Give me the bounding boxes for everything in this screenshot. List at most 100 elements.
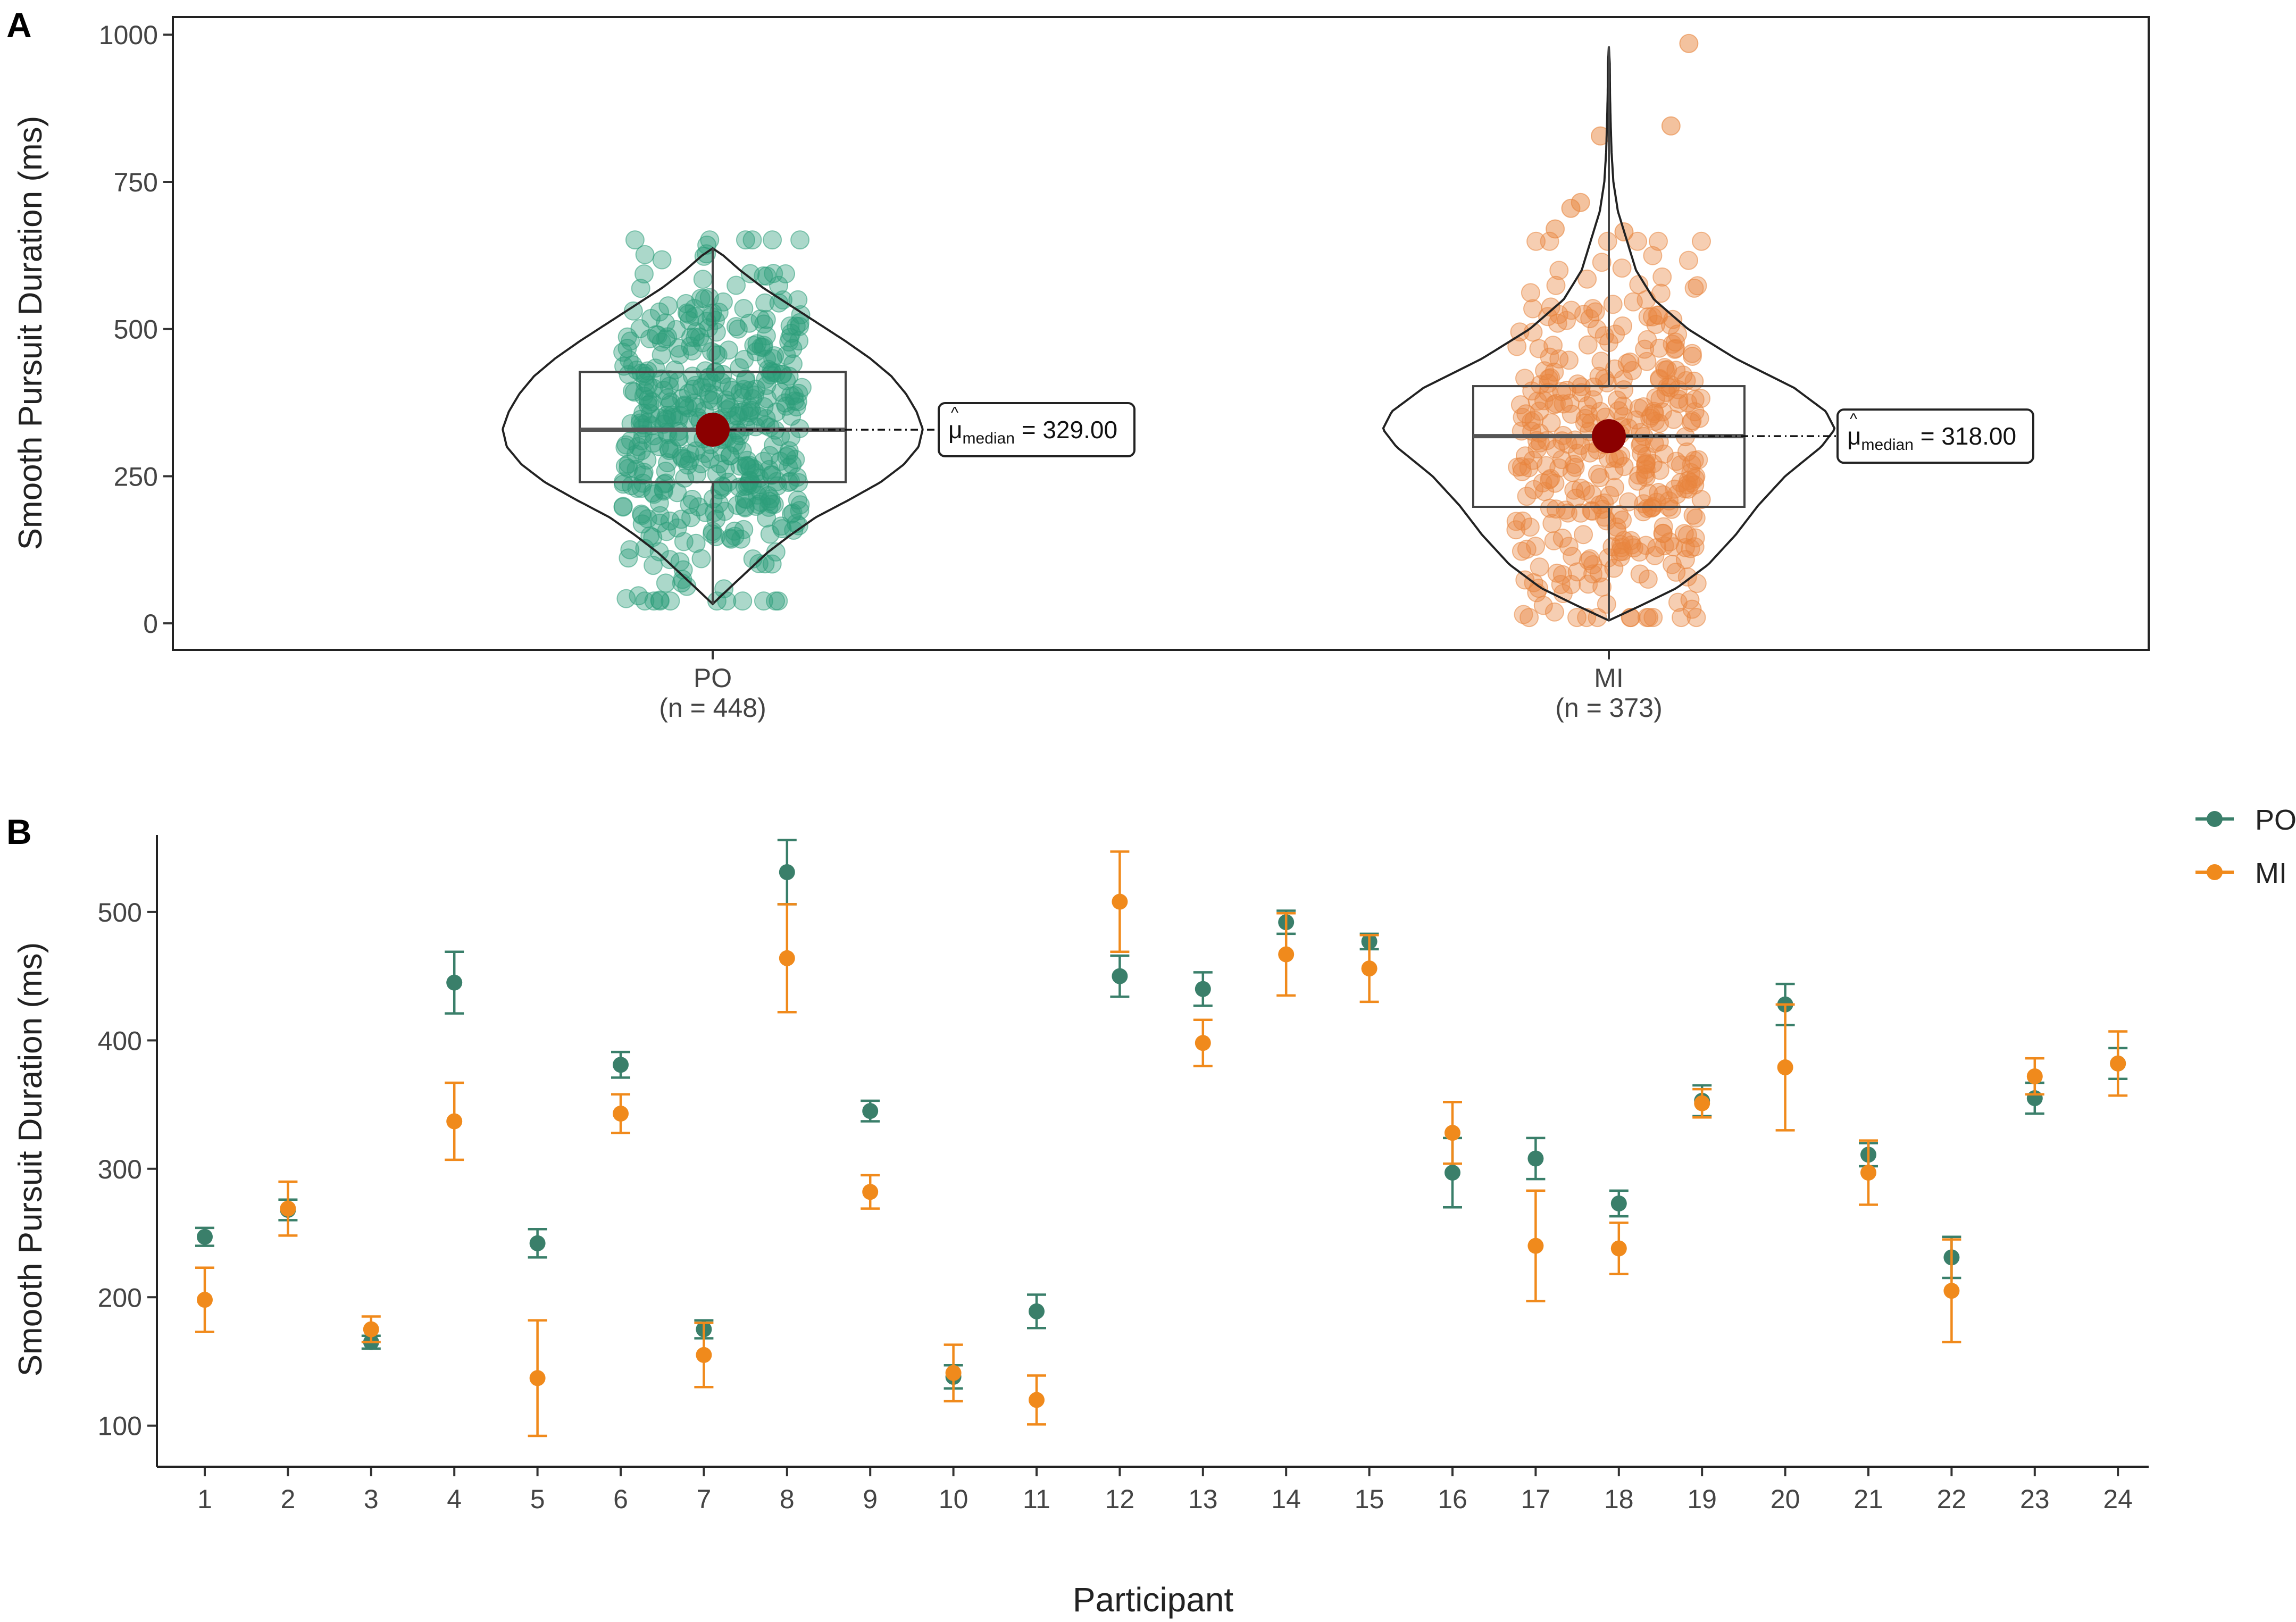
data-point-mi [1526, 231, 1546, 251]
x-tick-label-b: 11 [1023, 1484, 1050, 1514]
data-point-mi [1943, 1283, 1960, 1299]
data-point-mi [1650, 370, 1669, 389]
data-point-po [788, 290, 808, 310]
x-tick-label-b: 13 [1188, 1484, 1218, 1514]
data-point-mi [1668, 324, 1688, 344]
data-point-mi [1523, 299, 1542, 319]
data-point-mi [1647, 538, 1667, 557]
data-point-mi [1519, 458, 1539, 478]
data-point-mi [862, 1184, 879, 1200]
data-point-mi [1513, 511, 1532, 531]
data-point-po [734, 402, 754, 421]
legend-swatch-mi [2207, 864, 2223, 880]
data-point-mi [1510, 322, 1530, 342]
data-point-mi [1546, 439, 1565, 459]
data-point-mi [1546, 219, 1565, 239]
data-point-po [763, 230, 782, 250]
median-label-text-mi: μmedian = 318.00 [1847, 422, 2016, 454]
data-point-po [635, 245, 655, 264]
data-point-po [706, 311, 725, 330]
violin-po [502, 247, 924, 606]
data-point-po [779, 864, 795, 881]
data-point-po [862, 1103, 879, 1119]
data-point-po [717, 400, 737, 420]
x-tick-label-b: 14 [1271, 1484, 1301, 1514]
data-point-mi [1649, 231, 1668, 251]
data-point-mi [1647, 492, 1666, 512]
data-point-mi [1669, 394, 1689, 413]
panel-a-label: A [6, 5, 32, 45]
data-point-mi [1575, 481, 1595, 500]
data-point-mi [1666, 332, 1685, 352]
data-point-mi [1679, 479, 1698, 499]
data-point-po [734, 380, 754, 399]
data-point-po [755, 293, 775, 313]
data-point-po [721, 528, 740, 548]
data-point-mi [1679, 250, 1698, 270]
data-point-po [658, 453, 678, 473]
data-point-po [627, 479, 647, 498]
data-point-po [652, 250, 672, 270]
data-point-po [684, 393, 704, 413]
data-point-mi [1663, 555, 1682, 574]
data-point-po [709, 494, 729, 513]
legend-label-mi: MI [2255, 857, 2287, 889]
data-point-po [726, 317, 746, 337]
data-point-mi [1669, 389, 1689, 409]
data-point-po [673, 570, 692, 589]
y-tick-label-a: 750 [114, 168, 158, 197]
data-point-mi [1510, 395, 1530, 415]
data-point-po [644, 556, 663, 575]
data-point-mi [1668, 592, 1688, 612]
data-point-po [680, 451, 699, 471]
data-point-po [750, 309, 770, 329]
legend: PO MI [2195, 804, 2296, 889]
data-point-po [679, 409, 699, 429]
data-point-po [740, 456, 759, 475]
data-point-mi [1445, 1125, 1460, 1141]
data-point-po [613, 497, 633, 517]
data-point-po [644, 591, 664, 611]
data-point-mi [1641, 406, 1661, 426]
data-point-po [683, 379, 703, 399]
y-tick-label-b: 300 [98, 1155, 142, 1184]
data-point-mi [1687, 574, 1707, 593]
x-tick-n-label-mi: (n = 373) [1555, 693, 1663, 723]
x-tick-label-b: 7 [696, 1484, 711, 1514]
data-point-mi [1594, 507, 1614, 527]
data-point-mi [1692, 231, 1711, 251]
data-point-po [734, 299, 754, 319]
data-point-mi [280, 1200, 296, 1217]
data-point-mi [1538, 307, 1558, 327]
data-point-po [754, 336, 773, 355]
median-hat-po: ^ [951, 404, 958, 422]
data-point-po [762, 554, 782, 574]
data-point-mi [1630, 564, 1650, 584]
data-point-mi [1680, 590, 1700, 609]
data-point-mi [1637, 352, 1657, 371]
data-point-mi [1603, 295, 1623, 314]
data-point-po [616, 589, 636, 608]
data-point-po [719, 340, 738, 360]
data-point-mi [446, 1113, 463, 1130]
data-point-po [1112, 968, 1128, 984]
data-point-mi [1546, 275, 1566, 295]
data-point-mi [1512, 457, 1531, 476]
data-point-po [687, 322, 706, 341]
data-point-po [691, 549, 711, 568]
data-point-mi [1643, 454, 1663, 473]
x-tick-label-b: 24 [2103, 1484, 2133, 1514]
data-point-po [706, 527, 725, 547]
panel-b-label: B [6, 812, 32, 851]
data-point-po [619, 548, 638, 568]
data-point-mi [1602, 537, 1622, 557]
y-tick-label-a: 250 [114, 462, 158, 491]
data-point-mi [1546, 499, 1566, 519]
data-point-mi [1643, 608, 1663, 628]
data-point-po [629, 586, 648, 606]
x-tick-label-b: 20 [1771, 1484, 1800, 1514]
data-point-po [197, 1228, 213, 1245]
data-point-po [619, 458, 638, 478]
